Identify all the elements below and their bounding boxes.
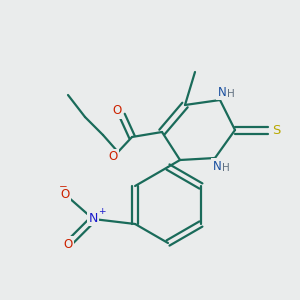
Text: N: N [213,160,221,172]
Text: H: H [222,163,230,173]
Text: O: O [61,188,70,202]
Text: S: S [272,124,280,136]
Text: O: O [112,104,122,118]
Text: O: O [64,238,73,250]
Text: +: + [98,208,106,217]
Text: N: N [88,212,98,224]
Text: O: O [108,151,118,164]
Text: N: N [218,85,226,98]
Text: H: H [227,89,235,99]
Text: −: − [59,182,68,192]
